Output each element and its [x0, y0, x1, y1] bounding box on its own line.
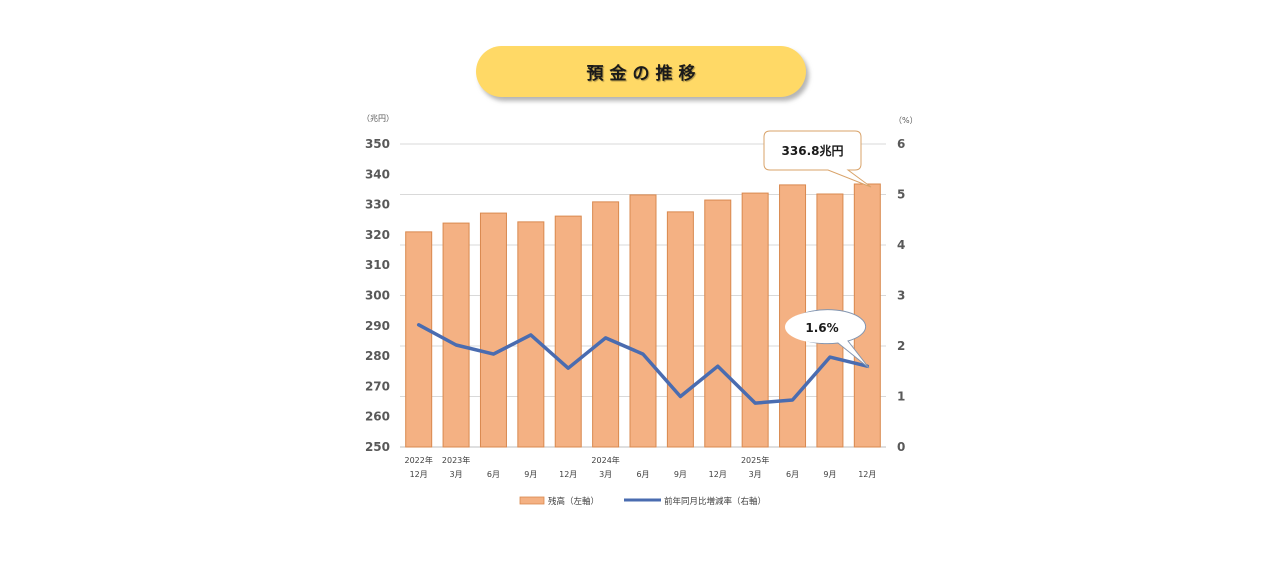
bar	[592, 201, 620, 448]
chart-title-banner: 預金の推移	[476, 46, 806, 97]
x-axis-year-label: 2023年	[442, 455, 470, 465]
left-axis-tick: 340	[365, 167, 390, 181]
right-axis-tick: 1	[897, 390, 905, 404]
x-axis-month-label: 12月	[559, 470, 577, 479]
x-axis-month-label: 12月	[858, 470, 876, 479]
bar	[405, 231, 433, 448]
bar	[554, 215, 582, 448]
callout-balance: 336.8兆円	[763, 130, 872, 188]
bar-series-balance	[405, 183, 881, 448]
right-axis-tick: 2	[897, 339, 905, 353]
left-axis-tick: 270	[365, 379, 390, 393]
left-axis-tick: 350	[365, 137, 390, 151]
left-axis-tick: 320	[365, 228, 390, 242]
bar	[442, 222, 470, 448]
right-axis-unit: （%）	[894, 116, 918, 125]
x-axis-year-label: 2024年	[591, 455, 619, 465]
x-axis-labels: 2022年 12月 2023年 3月 6月 9月 12月 2024年 3月 6月 9月 12月 2025…	[405, 455, 877, 479]
callout-rate-text: 1.6%	[805, 321, 838, 335]
left-axis-unit: （兆円）	[362, 113, 394, 123]
x-axis-year-label: 2025年	[741, 455, 769, 465]
right-axis: （%） 0 1 2 3 4 5 6	[894, 116, 918, 454]
callout-balance-text: 336.8兆円	[782, 143, 844, 158]
x-axis-year-label: 2022年	[405, 455, 433, 465]
left-axis-tick: 250	[365, 440, 390, 454]
legend-bar-swatch	[519, 496, 545, 505]
line-series-yoy-rate	[416, 323, 870, 405]
callout-rate: 1.6%	[785, 309, 870, 369]
x-axis-month-label: 6月	[786, 470, 799, 479]
x-axis-month-label: 12月	[410, 470, 428, 479]
left-axis-tick: 330	[365, 198, 390, 212]
x-axis-month-label: 9月	[823, 470, 836, 479]
x-axis-month-label: 3月	[749, 470, 762, 479]
bar	[704, 199, 732, 448]
left-axis: （兆円） 250 260 270 280 290 300 310 320 330 340 350	[362, 113, 394, 454]
left-axis-tick: 300	[365, 289, 390, 303]
x-axis-month-label: 12月	[709, 470, 727, 479]
x-axis-month-label: 6月	[487, 470, 500, 479]
bar	[629, 194, 657, 448]
chart-title: 預金の推移	[586, 64, 702, 84]
left-axis-tick: 280	[365, 349, 390, 363]
legend: 残高（左軸） 前年同月比増減率（右軸）	[519, 496, 766, 507]
legend-line-label: 前年同月比増減率（右軸）	[664, 496, 766, 507]
bar	[666, 211, 694, 448]
x-axis-month-label: 3月	[599, 470, 612, 479]
left-axis-tick: 290	[365, 319, 390, 333]
right-axis-tick: 5	[897, 188, 905, 202]
x-axis-month-label: 9月	[674, 470, 687, 479]
right-axis-tick: 4	[897, 238, 905, 252]
right-axis-tick: 3	[897, 289, 905, 303]
left-axis-tick: 310	[365, 258, 390, 272]
left-axis-tick: 260	[365, 410, 390, 424]
bar	[741, 192, 769, 448]
x-axis-month-label: 6月	[636, 470, 649, 479]
right-axis-tick: 0	[897, 440, 905, 454]
x-axis-month-label: 9月	[524, 470, 537, 479]
legend-bar-label: 残高（左軸）	[548, 496, 599, 507]
x-axis-month-label: 3月	[450, 470, 463, 479]
bar	[479, 212, 507, 448]
bar	[853, 183, 881, 448]
right-axis-tick: 6	[897, 137, 905, 151]
yoy-line	[416, 323, 870, 405]
